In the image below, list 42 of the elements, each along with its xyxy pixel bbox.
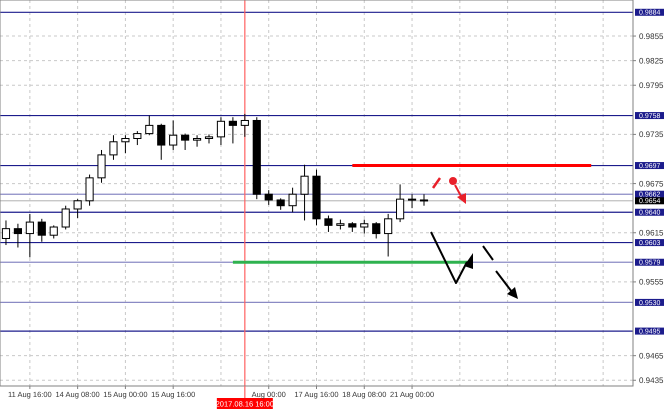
y-tick-label: 0.9735 (639, 130, 664, 140)
candlestick (38, 218, 46, 242)
candlestick (240, 113, 249, 138)
candlestick (121, 134, 130, 154)
candlestick (97, 149, 106, 184)
candlestick (384, 213, 392, 258)
y-tick-label: 0.9555 (639, 278, 664, 287)
y-tick-label: 0.9465 (639, 351, 664, 360)
candlestick (396, 184, 404, 223)
candlestick (348, 222, 356, 232)
candlestick (300, 164, 309, 221)
y-tick-label: 0.9615 (639, 228, 664, 238)
y-tick-label: 0.9675 (639, 179, 664, 188)
candlestick (228, 116, 237, 144)
y-tick-label: 0.9435 (639, 376, 664, 386)
candlestick (204, 134, 214, 144)
candlestick (14, 223, 22, 248)
candlestick (157, 123, 166, 160)
candlestick (133, 130, 142, 146)
candlestick (288, 187, 297, 213)
candlestick (360, 219, 368, 234)
candlestick (26, 213, 34, 258)
candlestick (169, 120, 178, 150)
candlestick (181, 133, 190, 150)
candlestick (264, 190, 273, 206)
candlestick (85, 174, 94, 206)
y-tick-label: 0.9855 (639, 32, 664, 41)
candlestick (324, 215, 333, 232)
y-tick-label: 0.9795 (639, 81, 664, 90)
y-tick-label: 0.9825 (639, 56, 664, 66)
candlestick (74, 198, 82, 218)
candlestick (50, 224, 58, 239)
candlestick (216, 116, 226, 146)
candlestick (109, 134, 118, 160)
candlestick (192, 134, 202, 148)
candlestick (336, 219, 344, 230)
candlestick (145, 115, 154, 136)
candlestick (420, 194, 428, 206)
candlestick (62, 205, 70, 230)
candlestick (276, 198, 285, 210)
candlestick (408, 194, 416, 209)
candlestick (372, 222, 380, 239)
